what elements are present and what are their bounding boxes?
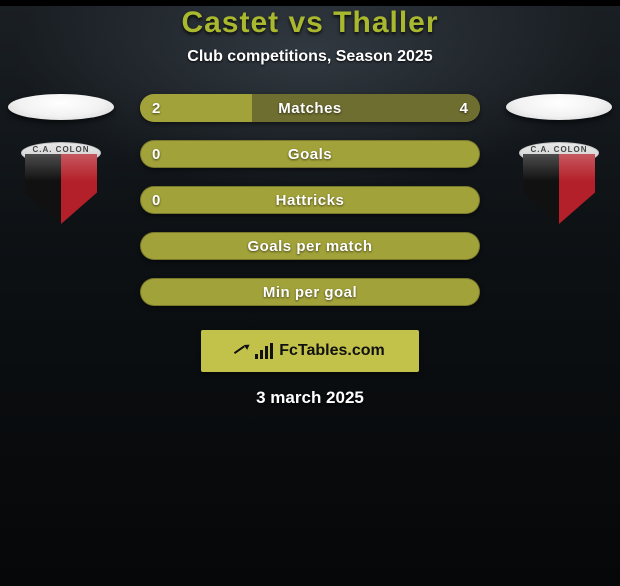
stat-bar-label: Min per goal [140,278,480,306]
source-badge: FcTables.com [201,330,419,372]
page-subtitle: Club competitions, Season 2025 [0,48,620,66]
logo-bars-icon [255,343,273,359]
club-crest-left: C.A. COLON [11,142,111,226]
stat-bar: Goals per match [140,232,480,260]
stat-bar-value-left: 0 [140,186,172,214]
player-photo-placeholder-left [8,94,114,120]
content-root: Castet vs Thaller Club competitions, Sea… [0,6,620,408]
stat-bar: Min per goal [140,278,480,306]
stat-bar-value-left: 2 [140,94,172,122]
comparison-area: C.A. COLON C.A. COLON Matches2 4 Goals [0,94,620,306]
stat-bar-value-right: 4 [448,94,480,122]
stat-bar-label: Goals per match [140,232,480,260]
source-badge-text: FcTables.com [279,342,385,360]
stat-bars: Matches24Goals0Hattricks0Goals per match… [140,94,480,306]
stat-bar-value-left: 0 [140,140,172,168]
crest-ring-text: C.A. COLON [21,145,101,154]
stat-bar-label: Hattricks [140,186,480,214]
crest-half-right [61,154,97,224]
stat-bar: Goals0 [140,140,480,168]
crest-half-left [25,154,61,224]
crest-shield [523,154,595,224]
left-player-column: C.A. COLON [8,94,114,226]
page-title: Castet vs Thaller [0,6,620,40]
logo-arrow-icon [235,344,249,358]
crest-half-left [523,154,559,224]
stat-bar-label: Goals [140,140,480,168]
generation-date: 3 march 2025 [0,388,620,408]
stat-bar: Matches2 4 [140,94,480,122]
stat-bar-label: Matches [140,94,480,122]
player-photo-placeholder-right [506,94,612,120]
right-player-column: C.A. COLON [506,94,612,226]
crest-shield [25,154,97,224]
crest-half-right [559,154,595,224]
stat-bar: Hattricks0 [140,186,480,214]
crest-ring-text: C.A. COLON [519,145,599,154]
club-crest-right: C.A. COLON [509,142,609,226]
